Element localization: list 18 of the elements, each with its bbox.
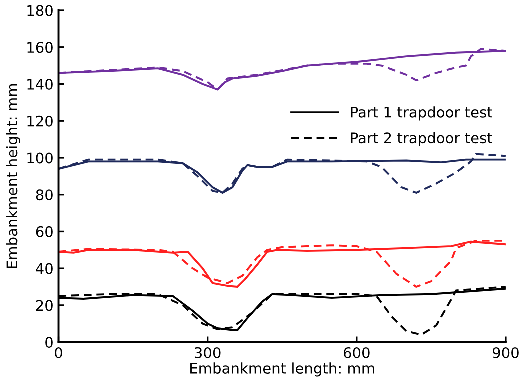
y-tick-label: 40 xyxy=(36,263,53,274)
y-tick-label: 60 xyxy=(36,226,53,238)
legend-label: Part 1 trapdoor test xyxy=(351,106,492,121)
y-tick-label: 80 xyxy=(36,190,53,201)
x-tick-label: 600 xyxy=(344,347,370,358)
y-tick-label: 180 xyxy=(28,5,53,16)
y-tick-label: 20 xyxy=(36,300,53,312)
x-tick-label: 0 xyxy=(55,347,62,358)
legend-label: Part 2 trapdoor test xyxy=(351,132,492,146)
x-tick-label: 900 xyxy=(492,347,519,358)
y-tick-label: 120 xyxy=(28,116,53,127)
y-tick-label: 100 xyxy=(28,152,53,164)
y-tick-label: 0 xyxy=(46,337,53,348)
x-tick-label: 300 xyxy=(195,347,221,358)
y-tick-label: 140 xyxy=(28,78,53,90)
x-axis-title: Embankment length: mm xyxy=(190,362,374,377)
y-axis-title: Embankment height: mm xyxy=(6,84,21,268)
y-tick-label: 160 xyxy=(28,42,53,54)
